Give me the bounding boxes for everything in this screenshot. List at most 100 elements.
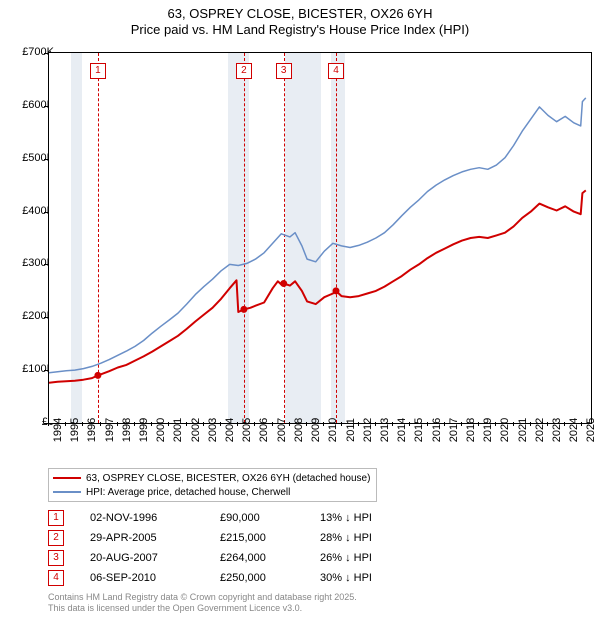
sales-row-date: 20-AUG-2007 [90, 552, 220, 564]
x-tick-label: 2005 [241, 418, 253, 442]
y-tick [44, 159, 49, 160]
y-tick [44, 317, 49, 318]
x-tick-label: 2011 [345, 418, 357, 442]
x-tick-label: 2000 [155, 418, 167, 442]
legend-row-price-paid: 63, OSPREY CLOSE, BICESTER, OX26 6YH (de… [53, 471, 370, 485]
x-tick [478, 422, 479, 426]
sales-row-price: £215,000 [220, 532, 320, 544]
y-tick-label: £500K [4, 152, 54, 164]
sales-row-badge: 2 [48, 530, 64, 546]
x-tick [427, 422, 428, 426]
x-tick-label: 2009 [310, 418, 322, 442]
sales-row-delta: 26% ↓ HPI [320, 552, 410, 564]
x-tick-label: 1999 [138, 418, 150, 442]
y-tick-label: £400K [4, 205, 54, 217]
legend-swatch-hpi [53, 491, 81, 493]
x-tick [461, 422, 462, 426]
sales-row-date: 06-SEP-2010 [90, 572, 220, 584]
sales-row-price: £90,000 [220, 512, 320, 524]
x-tick-label: 2020 [499, 418, 511, 442]
x-tick [237, 422, 238, 426]
x-tick [289, 422, 290, 426]
sales-row: 102-NOV-1996£90,00013% ↓ HPI [48, 508, 410, 528]
y-tick-label: £700K [4, 46, 54, 58]
attribution-line-2: This data is licensed under the Open Gov… [48, 603, 357, 614]
x-tick-label: 2016 [431, 418, 443, 442]
x-tick-label: 2006 [258, 418, 270, 442]
x-tick [254, 422, 255, 426]
y-tick-label: £300K [4, 257, 54, 269]
x-tick [306, 422, 307, 426]
x-tick [409, 422, 410, 426]
y-tick-label: £0 [4, 416, 54, 428]
y-tick-label: £600K [4, 99, 54, 111]
x-tick [117, 422, 118, 426]
chart-plot-area: 1234 [48, 52, 592, 424]
x-tick-label: 1996 [86, 418, 98, 442]
x-tick-label: 2001 [172, 418, 184, 442]
sales-table: 102-NOV-1996£90,00013% ↓ HPI229-APR-2005… [48, 508, 410, 588]
sales-row-delta: 28% ↓ HPI [320, 532, 410, 544]
x-tick [100, 422, 101, 426]
x-tick [341, 422, 342, 426]
x-tick-label: 2025 [585, 418, 597, 442]
sales-row: 3 20-AUG-2007£264,00026% ↓ HPI [48, 548, 410, 568]
x-tick [375, 422, 376, 426]
sale-marker-badge: 1 [90, 63, 106, 79]
x-tick-label: 1995 [69, 418, 81, 442]
sales-row-badge: 4 [48, 570, 64, 586]
sales-row-badge: 3 [48, 550, 64, 566]
x-tick [581, 422, 582, 426]
series-marker-price_paid [333, 287, 340, 294]
sale-marker-badge: 2 [236, 63, 252, 79]
x-tick-label: 2004 [224, 418, 236, 442]
x-tick [392, 422, 393, 426]
sales-row-delta: 30% ↓ HPI [320, 572, 410, 584]
y-tick-label: £200K [4, 310, 54, 322]
x-tick [323, 422, 324, 426]
x-tick-label: 2024 [568, 418, 580, 442]
x-tick-label: 2015 [413, 418, 425, 442]
x-tick-label: 1994 [52, 418, 64, 442]
legend-label-hpi: HPI: Average price, detached house, Cher… [86, 487, 290, 498]
x-tick-label: 2007 [276, 418, 288, 442]
title-line-1: 63, OSPREY CLOSE, BICESTER, OX26 6YH [0, 6, 600, 22]
x-tick-label: 2019 [482, 418, 494, 442]
x-axis-labels: 1994199519961997199819992000200120022003… [48, 426, 590, 466]
series-line-hpi [49, 98, 586, 373]
sale-marker-badge: 3 [276, 63, 292, 79]
x-tick-label: 2008 [293, 418, 305, 442]
x-tick-label: 2003 [207, 418, 219, 442]
chart-container: 63, OSPREY CLOSE, BICESTER, OX26 6YH Pri… [0, 0, 600, 620]
x-tick-label: 2002 [190, 418, 202, 442]
attribution: Contains HM Land Registry data © Crown c… [48, 592, 357, 615]
x-tick [530, 422, 531, 426]
x-tick-label: 2022 [534, 418, 546, 442]
y-tick [44, 370, 49, 371]
y-tick-label: £100K [4, 363, 54, 375]
x-tick [564, 422, 565, 426]
x-tick [513, 422, 514, 426]
legend-row-hpi: HPI: Average price, detached house, Cher… [53, 485, 370, 499]
x-tick [444, 422, 445, 426]
attribution-line-1: Contains HM Land Registry data © Crown c… [48, 592, 357, 603]
sales-row-date: 29-APR-2005 [90, 532, 220, 544]
sales-row-badge: 1 [48, 510, 64, 526]
sales-row-price: £250,000 [220, 572, 320, 584]
sales-row-price: £264,000 [220, 552, 320, 564]
x-tick [272, 422, 273, 426]
legend: 63, OSPREY CLOSE, BICESTER, OX26 6YH (de… [48, 468, 377, 502]
x-tick-label: 2018 [465, 418, 477, 442]
y-tick [44, 53, 49, 54]
x-tick-label: 2014 [396, 418, 408, 442]
y-tick [44, 106, 49, 107]
x-tick [168, 422, 169, 426]
x-tick-label: 2010 [327, 418, 339, 442]
x-tick [358, 422, 359, 426]
x-tick [134, 422, 135, 426]
chart-svg [49, 53, 591, 423]
series-marker-price_paid [94, 372, 101, 379]
legend-swatch-price-paid [53, 477, 81, 479]
series-marker-price_paid [280, 280, 287, 287]
sales-row: 2 29-APR-2005£215,00028% ↓ HPI [48, 528, 410, 548]
